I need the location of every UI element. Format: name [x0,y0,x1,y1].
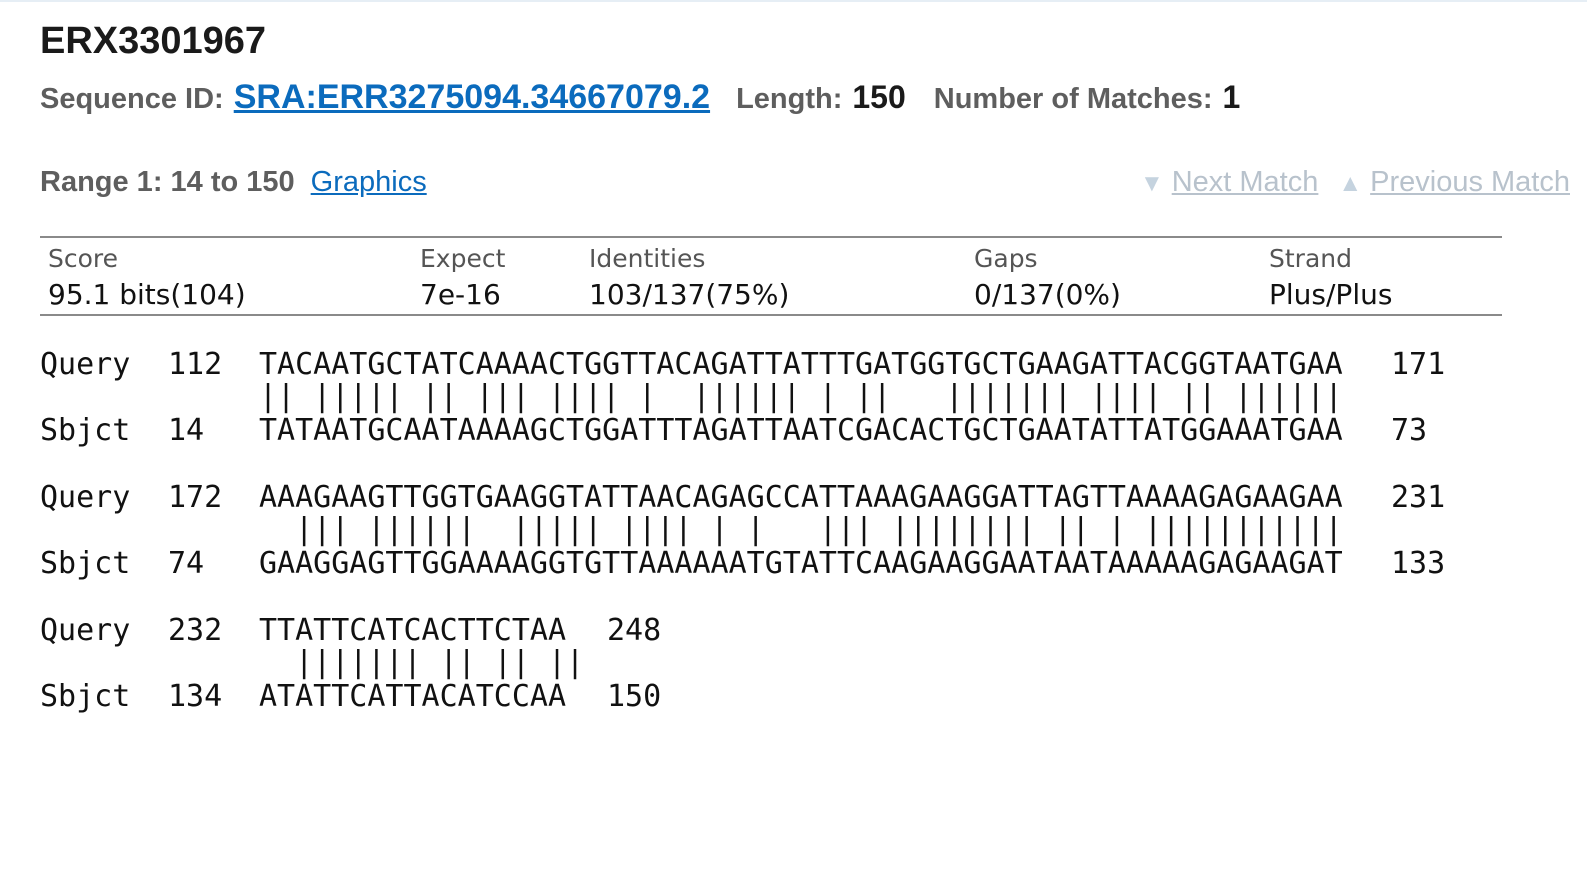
sbjct-sequence: TATAATGCAATAAAAGCTGGATTTAGATTAATCGACACTG… [259,413,1343,448]
stat-identities: Identities 103/137(75%) [589,242,789,314]
query-end: 171 [1391,347,1446,382]
alignment-result: ERX3301967 Sequence ID: SRA:ERR3275094.3… [40,18,1570,714]
query-sequence: TACAATGCTATCAAAACTGGTTACAGATTATTTGATGGTG… [259,347,1343,382]
strand-value: Plus/Plus [1269,278,1393,311]
query-end: 231 [1391,480,1446,515]
matches-label: Number of Matches: [933,83,1213,115]
sbjct-sequence: ATATTCATTACATCCAA [259,679,567,714]
score-value: 95.1 bits(104) [48,278,246,311]
match-line: ||| |||||| ||||| |||| | | ||| |||||||| |… [259,512,1343,547]
query-end: 248 [607,613,662,648]
query-start: 172 [168,480,223,515]
sbjct-start: 74 [168,546,205,581]
stat-expect: Expect 7e-16 [420,242,505,314]
expect-label: Expect [420,244,506,273]
match-row: || ||||| || ||| |||| | |||||| | || |||||… [40,380,1343,414]
triangle-down-icon: ▼ [1139,170,1164,197]
sbjct-row: Sbjct 74 GAAGGAGTTGGAAAAGGTGTTAAAAAATGTA… [40,546,1445,581]
sequence-id-link[interactable]: SRA:ERR3275094.34667079.2 [233,78,711,116]
sequence-info: Sequence ID: SRA:ERR3275094.34667079.2 L… [40,78,1570,122]
identities-value: 103/137(75%) [589,278,790,311]
sbjct-start: 134 [168,679,223,714]
sbjct-sequence: GAAGGAGTTGGAAAAGGTGTTAAAAAATGTATTCAAGAAG… [259,546,1343,581]
range-header: Range 1: 14 to 150 Graphics ▼ Next Match… [40,166,1570,206]
query-label: Query [40,480,131,515]
strand-label: Strand [1269,244,1352,273]
sbjct-label: Sbjct [40,413,131,448]
stat-gaps: Gaps 0/137(0%) [974,242,1121,314]
previous-match-label: Previous Match [1370,166,1570,198]
triangle-up-icon: ▲ [1338,170,1363,197]
match-navigation: ▼ Next Match ▲ Previous Match [1140,166,1570,199]
length-label: Length: [736,83,843,115]
top-border [0,0,1587,2]
sbjct-end: 133 [1391,546,1446,581]
query-start: 112 [168,347,223,382]
score-label: Score [48,244,119,273]
sbjct-row: Sbjct 134 ATATTCATTACATCCAA 150 [40,679,661,714]
stat-score: Score 95.1 bits(104) [48,242,246,314]
query-start: 232 [168,613,223,648]
next-match-link[interactable]: ▼ Next Match [1140,166,1318,199]
sbjct-label: Sbjct [40,546,131,581]
match-line: || ||||| || ||| |||| | |||||| | || |||||… [259,379,1343,414]
query-sequence: AAAGAAGTTGGTGAAGGTATTAACAGAGCCATTAAAGAAG… [259,480,1343,515]
sbjct-end: 150 [607,679,662,714]
match-row: ||| |||||| ||||| |||| | | ||| |||||||| |… [40,513,1343,547]
range-title: Range 1: 14 to 150 [40,166,295,198]
page-title: ERX3301967 [40,20,267,62]
sequence-id-label: Sequence ID: [40,83,224,115]
stats-table: Score 95.1 bits(104) Expect 7e-16 Identi… [40,236,1502,316]
sbjct-start: 14 [168,413,205,448]
expect-value: 7e-16 [420,278,501,311]
match-row: ||||||| || || || [40,646,584,680]
sbjct-label: Sbjct [40,679,131,714]
graphics-link[interactable]: Graphics [310,166,427,198]
query-row: Query 232 TTATTCATCACTTCTAA 248 [40,613,661,648]
length-value: 150 [852,79,906,115]
previous-match-link[interactable]: ▲ Previous Match [1338,166,1570,199]
stat-strand: Strand Plus/Plus [1269,242,1392,314]
gaps-label: Gaps [974,244,1038,273]
query-label: Query [40,613,131,648]
matches-value: 1 [1222,79,1241,115]
identities-label: Identities [589,244,706,273]
match-line: ||||||| || || || [259,645,585,680]
gaps-value: 0/137(0%) [974,278,1121,311]
next-match-label: Next Match [1171,166,1319,198]
query-row: Query 112 TACAATGCTATCAAAACTGGTTACAGATTA… [40,347,1445,382]
sbjct-end: 73 [1391,413,1428,448]
query-label: Query [40,347,131,382]
sbjct-row: Sbjct 14 TATAATGCAATAAAAGCTGGATTTAGATTAA… [40,413,1427,448]
query-row: Query 172 AAAGAAGTTGGTGAAGGTATTAACAGAGCC… [40,480,1445,515]
query-sequence: TTATTCATCACTTCTAA [259,613,567,648]
